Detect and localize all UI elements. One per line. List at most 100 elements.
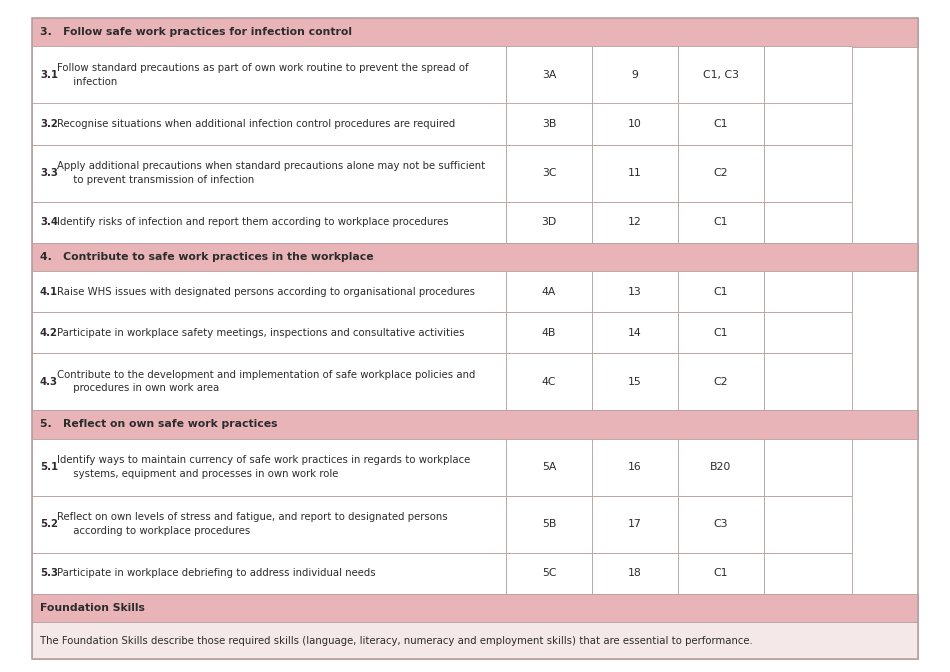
- Bar: [32, 593, 918, 622]
- Text: 4.2: 4.2: [40, 327, 58, 337]
- Bar: [32, 144, 506, 202]
- Bar: [764, 439, 852, 495]
- Bar: [592, 103, 678, 144]
- Text: C1: C1: [713, 568, 728, 578]
- Text: 5.3: 5.3: [40, 568, 58, 578]
- Bar: [764, 144, 852, 202]
- Text: 5.1: 5.1: [40, 462, 58, 472]
- Text: Participate in workplace safety meetings, inspections and consultative activitie: Participate in workplace safety meetings…: [58, 327, 465, 337]
- Bar: [32, 622, 918, 659]
- Text: C3: C3: [713, 519, 728, 529]
- Bar: [764, 202, 852, 243]
- Bar: [506, 439, 592, 495]
- Text: 16: 16: [628, 462, 642, 472]
- Bar: [764, 495, 852, 552]
- Text: 4.   Contribute to safe work practices in the workplace: 4. Contribute to safe work practices in …: [40, 252, 373, 262]
- Text: C1: C1: [713, 286, 728, 296]
- Text: 3B: 3B: [542, 119, 556, 129]
- Bar: [764, 353, 852, 410]
- Text: C1: C1: [713, 217, 728, 227]
- Text: 5B: 5B: [542, 519, 556, 529]
- Text: 4A: 4A: [542, 286, 556, 296]
- Bar: [678, 103, 764, 144]
- Text: Foundation Skills: Foundation Skills: [40, 603, 144, 613]
- Bar: [506, 353, 592, 410]
- Text: 3.   Follow safe work practices for infection control: 3. Follow safe work practices for infect…: [40, 28, 352, 37]
- Bar: [678, 312, 764, 353]
- Bar: [764, 312, 852, 353]
- Text: 18: 18: [628, 568, 642, 578]
- Text: 17: 17: [628, 519, 642, 529]
- Bar: [678, 46, 764, 103]
- Bar: [32, 353, 506, 410]
- Text: 3.3: 3.3: [40, 168, 58, 178]
- Text: 3.1: 3.1: [40, 70, 58, 80]
- Bar: [764, 103, 852, 144]
- Text: 4C: 4C: [542, 376, 557, 386]
- Bar: [592, 202, 678, 243]
- Text: 3C: 3C: [542, 168, 557, 178]
- Bar: [32, 410, 918, 439]
- Text: 13: 13: [628, 286, 642, 296]
- Text: 14: 14: [628, 327, 642, 337]
- Text: C1: C1: [713, 327, 728, 337]
- Bar: [506, 271, 592, 312]
- Bar: [506, 202, 592, 243]
- Text: 3.2: 3.2: [40, 119, 58, 129]
- Bar: [678, 353, 764, 410]
- Bar: [592, 144, 678, 202]
- Text: C2: C2: [713, 168, 728, 178]
- Text: 4B: 4B: [542, 327, 556, 337]
- Bar: [592, 552, 678, 593]
- Bar: [32, 439, 506, 495]
- Bar: [32, 243, 918, 271]
- Text: The Foundation Skills describe those required skills (language, literacy, numera: The Foundation Skills describe those req…: [40, 636, 752, 646]
- Bar: [32, 552, 506, 593]
- Bar: [32, 202, 506, 243]
- Bar: [764, 46, 852, 103]
- Bar: [506, 103, 592, 144]
- Text: B20: B20: [711, 462, 732, 472]
- Bar: [506, 46, 592, 103]
- Text: Follow standard precautions as part of own work routine to prevent the spread of: Follow standard precautions as part of o…: [58, 63, 469, 87]
- Text: 4.1: 4.1: [40, 286, 58, 296]
- Bar: [764, 552, 852, 593]
- Text: 5A: 5A: [542, 462, 556, 472]
- Text: Raise WHS issues with designated persons according to organisational procedures: Raise WHS issues with designated persons…: [58, 286, 476, 296]
- Text: Apply additional precautions when standard precautions alone may not be sufficie: Apply additional precautions when standa…: [58, 161, 485, 185]
- Text: 11: 11: [628, 168, 642, 178]
- Bar: [592, 495, 678, 552]
- Text: Contribute to the development and implementation of safe workplace policies and
: Contribute to the development and implem…: [58, 370, 476, 393]
- Bar: [678, 144, 764, 202]
- Text: 5.   Reflect on own safe work practices: 5. Reflect on own safe work practices: [40, 419, 277, 429]
- Bar: [32, 18, 918, 46]
- Text: Identify ways to maintain currency of safe work practices in regards to workplac: Identify ways to maintain currency of sa…: [58, 455, 471, 479]
- Bar: [506, 495, 592, 552]
- Bar: [764, 271, 852, 312]
- Bar: [592, 312, 678, 353]
- Text: C1, C3: C1, C3: [703, 70, 739, 80]
- Text: 9: 9: [632, 70, 638, 80]
- Text: 10: 10: [628, 119, 642, 129]
- Text: 12: 12: [628, 217, 642, 227]
- Bar: [32, 271, 506, 312]
- Bar: [592, 353, 678, 410]
- Bar: [32, 46, 506, 103]
- Text: C2: C2: [713, 376, 728, 386]
- Text: Participate in workplace debriefing to address individual needs: Participate in workplace debriefing to a…: [58, 568, 376, 578]
- Text: Recognise situations when additional infection control procedures are required: Recognise situations when additional inf…: [58, 119, 456, 129]
- Text: Identify risks of infection and report them according to workplace procedures: Identify risks of infection and report t…: [58, 217, 449, 227]
- Bar: [678, 271, 764, 312]
- Text: 5C: 5C: [542, 568, 557, 578]
- Bar: [678, 202, 764, 243]
- Text: 3.4: 3.4: [40, 217, 58, 227]
- Text: 5.2: 5.2: [40, 519, 58, 529]
- Bar: [592, 46, 678, 103]
- Text: C1: C1: [713, 119, 728, 129]
- Bar: [592, 439, 678, 495]
- Bar: [506, 144, 592, 202]
- Bar: [592, 271, 678, 312]
- Bar: [678, 495, 764, 552]
- Text: 3D: 3D: [542, 217, 557, 227]
- Text: 3A: 3A: [542, 70, 556, 80]
